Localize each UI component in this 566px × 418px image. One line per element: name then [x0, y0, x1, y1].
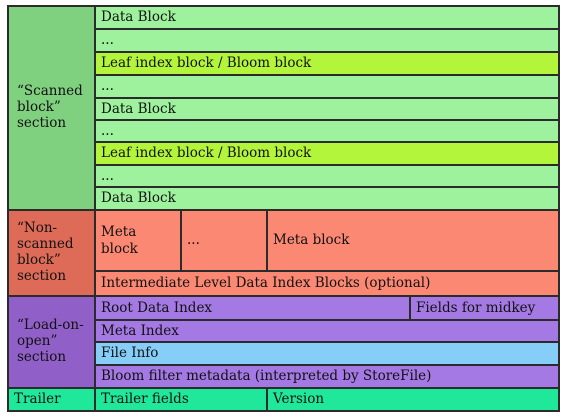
scanned-row-ellipsis-4: ... — [94, 164, 560, 188]
trailer-label: Trailer — [7, 387, 96, 412]
non-scanned-section-label: “Non-scanned block” section — [7, 209, 96, 297]
scanned-row-leaf-index-2: Leaf index block / Bloom block — [94, 141, 560, 166]
scanned-row-ellipsis-1: ... — [94, 28, 560, 53]
bloom-filter-metadata: Bloom filter metadata (interpreted by St… — [94, 364, 560, 389]
meta-index: Meta Index — [94, 319, 560, 343]
meta-block-2: Meta block — [266, 209, 560, 272]
scanned-row-data-block-3: Data Block — [94, 186, 560, 211]
scanned-row-ellipsis-3: ... — [94, 119, 560, 143]
intermediate-index-blocks: Intermediate Level Data Index Blocks (op… — [94, 270, 560, 297]
load-on-open-section-label: “Load-on-open” section — [7, 295, 96, 389]
meta-block-ellipsis: ... — [180, 209, 268, 272]
fields-for-midkey: Fields for midkey — [409, 295, 560, 321]
scanned-row-ellipsis-2: ... — [94, 74, 560, 99]
trailer-version: Version — [266, 387, 560, 412]
scanned-row-data-block-1: Data Block — [94, 5, 560, 30]
scanned-section-label: “Scanned block” section — [7, 5, 96, 211]
root-data-index: Root Data Index — [94, 295, 411, 321]
meta-block-1: Meta block — [94, 209, 182, 272]
scanned-row-leaf-index-1: Leaf index block / Bloom block — [94, 51, 560, 76]
file-info: File Info — [94, 341, 560, 366]
trailer-fields: Trailer fields — [94, 387, 268, 412]
scanned-row-data-block-2: Data Block — [94, 97, 560, 121]
